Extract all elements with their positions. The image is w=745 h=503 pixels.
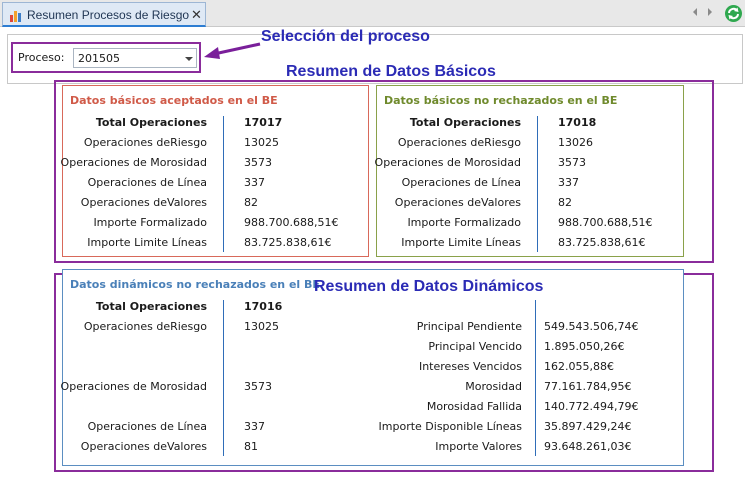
process-select-value: 201505 [78,52,120,65]
row-label: Importe Disponible Líneas [378,420,522,433]
tab-title: Resumen Procesos de Riesgo [27,8,190,22]
row-value: 83.725.838,61€ [244,236,332,249]
row-value: 93.648.261,03€ [544,440,632,453]
row-label: Importe Limite Líneas [87,236,207,249]
process-highlight-frame [11,42,201,73]
scroll-right-icon[interactable] [708,8,712,16]
row-value: 3573 [244,380,272,393]
process-select[interactable]: 201505 [73,48,197,68]
dynamic-title: Datos dinámicos no rechazados en el BE [70,278,320,291]
row-label: Importe Limite Líneas [401,236,521,249]
row-value: 162.055,88€ [544,360,614,373]
chevron-down-icon [185,57,193,61]
process-label: Proceso: [18,51,65,64]
row-value: 17017 [244,116,283,129]
row-label: Morosidad Fallida [426,400,522,413]
divider [223,300,224,456]
row-value: 81 [244,440,258,453]
main-area: Proceso: 201505 Selección del proceso Re… [0,28,745,503]
row-value: 337 [244,176,265,189]
basic-not-rejected-title: Datos básicos no rechazados en el BE [384,94,618,107]
tab-bar: Resumen Procesos de Riesgo ✕ [0,0,745,27]
row-value: 1.895.050,26€ [544,340,625,353]
row-label: Operaciones de Línea [87,420,207,433]
tab-resumen-procesos[interactable]: Resumen Procesos de Riesgo ✕ [2,2,206,27]
dynamic-panel: Datos dinámicos no rechazados en el BE T… [60,269,684,466]
row-value: 35.897.429,24€ [544,420,632,433]
basic-accepted-panel: Datos básicos aceptados en el BE Total O… [60,85,369,257]
annotation-seleccion: Selección del proceso [261,28,430,45]
row-value: 337 [558,176,579,189]
row-value: 82 [558,196,572,209]
row-label: Operaciones deRiesgo [397,136,521,149]
row-label: Operaciones de Línea [87,176,207,189]
row-label: Total Operaciones [95,300,207,313]
annotation-arrow-icon [204,42,261,59]
row-value: 13026 [558,136,593,149]
scroll-left-icon[interactable] [693,8,697,16]
row-value: 337 [244,420,265,433]
divider [535,300,536,456]
row-label: Operaciones de Morosidad [60,156,207,169]
row-label: Importe Formalizado [93,216,207,229]
row-label: Principal Vencido [428,340,522,353]
row-value: 17016 [244,300,283,313]
row-label: Intereses Vencidos [418,360,522,373]
row-value: 13025 [244,136,279,149]
row-label: Operaciones deValores [394,196,521,209]
row-value: 988.700.688,51€ [558,216,653,229]
row-value: 83.725.838,61€ [558,236,646,249]
row-value: 988.700.688,51€ [244,216,339,229]
row-value: 3573 [244,156,272,169]
row-label: Importe Valores [435,440,522,453]
row-value: 77.161.784,95€ [544,380,632,393]
row-label: Importe Formalizado [407,216,521,229]
row-label: Operaciones deRiesgo [83,136,207,149]
basic-not-rejected-panel: Datos básicos no rechazados en el BE Tot… [374,85,684,257]
annotation-dinamicos: Resumen de Datos Dinámicos [314,278,544,295]
row-label: Operaciones de Línea [401,176,521,189]
row-label: Morosidad [465,380,522,393]
divider [537,116,538,252]
row-label: Total Operaciones [95,116,207,129]
row-value: 82 [244,196,258,209]
basic-summary-frame [54,80,714,263]
row-value: 3573 [558,156,586,169]
row-label: Operaciones deRiesgo [83,320,207,333]
divider [223,116,224,252]
row-value: 13025 [244,320,279,333]
row-label: Operaciones deValores [80,440,207,453]
row-label: Operaciones deValores [80,196,207,209]
bar-chart-icon [10,11,21,22]
row-label: Operaciones de Morosidad [374,156,521,169]
row-value: 17018 [558,116,597,129]
row-value: 140.772.494,79€ [544,400,639,413]
annotation-basicos: Resumen de Datos Básicos [286,63,496,80]
basic-accepted-title: Datos básicos aceptados en el BE [70,94,278,107]
close-icon[interactable]: ✕ [191,7,202,22]
row-label: Operaciones de Morosidad [60,380,207,393]
refresh-icon[interactable] [724,4,743,23]
row-value: 549.543.506,74€ [544,320,639,333]
row-label: Total Operaciones [409,116,521,129]
row-label: Principal Pendiente [416,320,522,333]
